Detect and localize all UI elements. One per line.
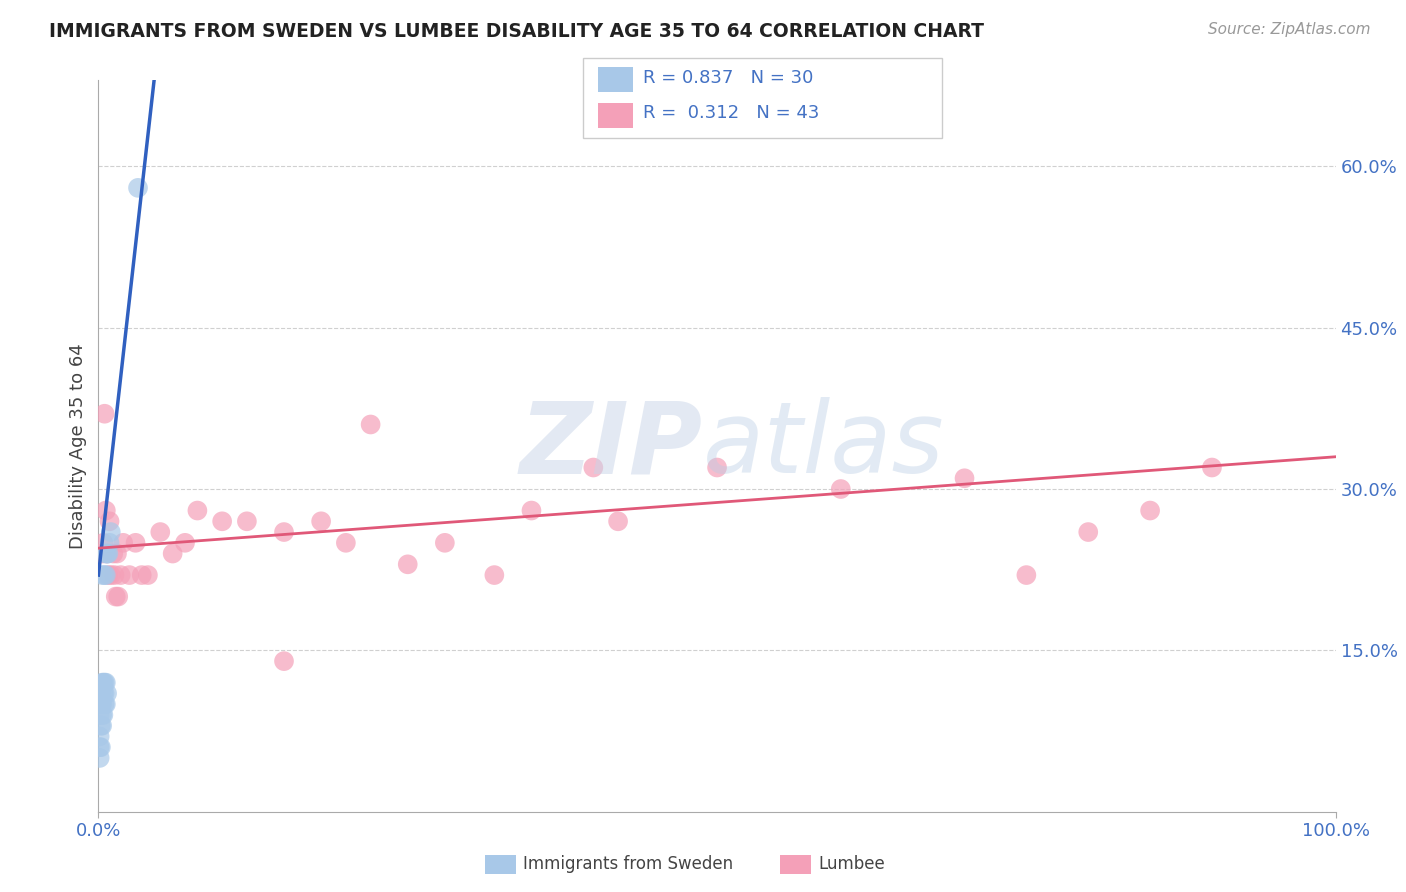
Point [89, 740, 111, 755]
Point [93, 686, 115, 700]
Point [94, 697, 117, 711]
Point [91, 697, 114, 711]
Point [1015, 568, 1038, 582]
Point [273, 654, 295, 668]
Point [93, 407, 115, 421]
Point [127, 181, 149, 195]
Point [131, 568, 153, 582]
Point [90, 686, 112, 700]
Point [110, 568, 132, 582]
Point [91, 707, 114, 722]
Point [91, 547, 114, 561]
Point [582, 460, 605, 475]
Text: IMMIGRANTS FROM SWEDEN VS LUMBEE DISABILITY AGE 35 TO 64 CORRELATION CHART: IMMIGRANTS FROM SWEDEN VS LUMBEE DISABIL… [49, 22, 984, 41]
Point [93, 686, 115, 700]
Point [90, 697, 112, 711]
Point [93, 675, 115, 690]
Point [335, 536, 357, 550]
Point [97, 568, 120, 582]
Point [118, 568, 141, 582]
Point [149, 524, 172, 539]
Point [98, 536, 121, 550]
Point [97, 547, 120, 561]
Point [89, 730, 111, 744]
Point [953, 471, 976, 485]
Point [360, 417, 382, 432]
Point [96, 686, 118, 700]
Point [211, 514, 233, 528]
Point [236, 514, 259, 528]
Point [94, 568, 117, 582]
Point [100, 524, 122, 539]
Point [98, 514, 121, 528]
Point [112, 536, 135, 550]
Point [162, 547, 184, 561]
Point [104, 590, 127, 604]
Point [105, 547, 128, 561]
Text: R =  0.312   N = 43: R = 0.312 N = 43 [643, 104, 818, 122]
Point [1201, 460, 1223, 475]
Point [433, 536, 456, 550]
Point [94, 675, 117, 690]
Point [93, 675, 115, 690]
Point [91, 675, 114, 690]
Point [107, 590, 129, 604]
Point [93, 697, 115, 711]
Point [96, 547, 118, 561]
Point [309, 514, 332, 528]
Point [90, 719, 112, 733]
Point [93, 568, 115, 582]
Point [94, 547, 117, 561]
Point [520, 503, 543, 517]
Point [706, 460, 728, 475]
Text: Lumbee: Lumbee [818, 855, 884, 873]
Point [1139, 503, 1161, 517]
Point [103, 547, 125, 561]
Point [273, 524, 295, 539]
Y-axis label: Disability Age 35 to 64: Disability Age 35 to 64 [69, 343, 87, 549]
Point [1077, 524, 1099, 539]
Point [89, 707, 111, 722]
Point [94, 503, 117, 517]
Text: Source: ZipAtlas.com: Source: ZipAtlas.com [1208, 22, 1371, 37]
Point [186, 503, 208, 517]
Point [91, 568, 114, 582]
Point [103, 568, 125, 582]
Point [396, 558, 419, 572]
Point [830, 482, 852, 496]
Point [89, 751, 111, 765]
Point [174, 536, 197, 550]
Point [93, 536, 115, 550]
Point [100, 568, 122, 582]
Text: atlas: atlas [703, 398, 945, 494]
Point [607, 514, 630, 528]
Point [91, 719, 114, 733]
Text: Immigrants from Sweden: Immigrants from Sweden [523, 855, 733, 873]
Point [484, 568, 506, 582]
Point [124, 536, 146, 550]
Point [90, 740, 112, 755]
Point [136, 568, 159, 582]
Text: R = 0.837   N = 30: R = 0.837 N = 30 [643, 69, 813, 87]
Text: ZIP: ZIP [520, 398, 703, 494]
Point [96, 547, 118, 561]
Point [93, 707, 115, 722]
